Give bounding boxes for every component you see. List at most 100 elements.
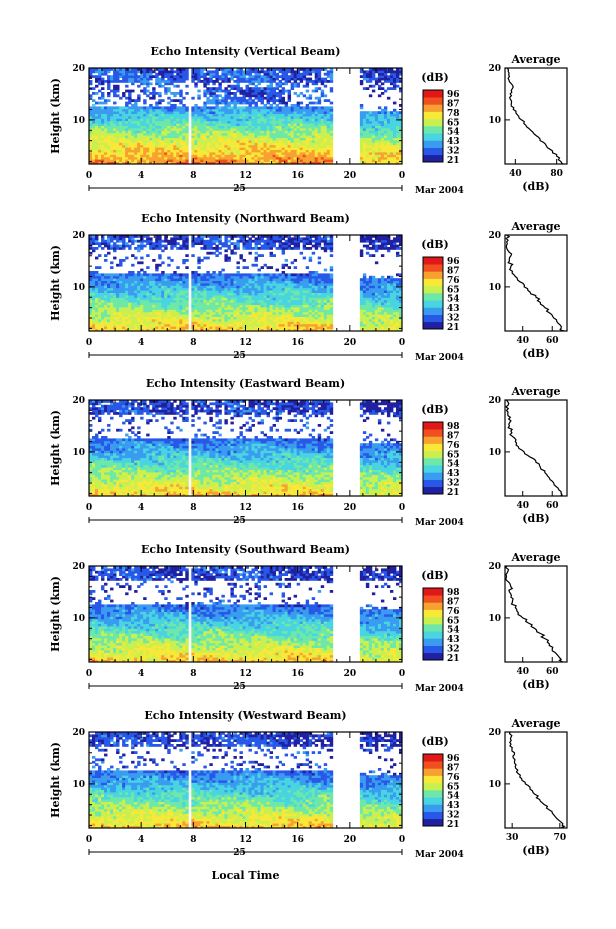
heatmap-cell bbox=[389, 161, 394, 165]
heatmap-cell bbox=[269, 116, 273, 119]
heatmap-cell bbox=[125, 147, 129, 150]
heatmap-cell bbox=[233, 316, 237, 320]
heatmap-cell bbox=[383, 77, 388, 81]
heatmap-cell bbox=[203, 287, 207, 291]
heatmap-cell bbox=[368, 116, 373, 119]
heatmap-cell bbox=[311, 125, 316, 129]
heatmap-cell bbox=[161, 111, 165, 114]
heatmap-cell bbox=[215, 314, 219, 317]
heatmap-cell bbox=[248, 152, 252, 155]
heatmap-cell bbox=[245, 159, 249, 162]
heatmap-cell bbox=[152, 316, 156, 320]
heatmap-cell bbox=[107, 149, 111, 153]
heatmap-cell bbox=[146, 297, 150, 301]
heatmap-cell bbox=[257, 278, 261, 281]
heatmap-cell bbox=[263, 96, 267, 100]
heatmap-cell bbox=[137, 147, 141, 150]
heatmap-cell bbox=[236, 101, 240, 105]
heatmap-cell bbox=[89, 147, 93, 150]
heatmap-cell bbox=[239, 239, 243, 243]
heatmap-cell bbox=[137, 128, 141, 131]
heatmap-cell bbox=[299, 156, 304, 160]
heatmap-cell bbox=[236, 89, 240, 93]
heatmap-cell bbox=[287, 132, 292, 136]
heatmap-cell bbox=[134, 323, 138, 327]
heatmap-cell bbox=[137, 161, 141, 165]
heatmap-cell bbox=[119, 116, 123, 119]
heatmap-cell bbox=[296, 94, 301, 98]
heatmap-cell bbox=[176, 156, 180, 160]
heatmap-cell bbox=[110, 290, 114, 293]
heatmap-cell bbox=[113, 94, 117, 98]
heatmap-cell bbox=[143, 316, 147, 320]
heatmap-cell bbox=[167, 140, 171, 143]
heatmap-cell bbox=[137, 108, 141, 112]
heatmap-cell bbox=[254, 316, 258, 320]
heatmap-cell bbox=[203, 326, 207, 329]
heatmap-cell bbox=[155, 309, 159, 313]
heatmap-cell bbox=[164, 80, 168, 83]
heatmap-cell bbox=[212, 144, 216, 148]
heatmap-cell bbox=[383, 152, 388, 155]
heatmap-cell bbox=[134, 235, 138, 238]
heatmap-cell bbox=[149, 299, 153, 303]
heatmap-cell bbox=[185, 323, 189, 327]
heatmap-cell bbox=[269, 89, 273, 93]
heatmap-cell bbox=[200, 75, 204, 78]
heatmap-cell bbox=[131, 319, 135, 322]
heatmap-cell bbox=[131, 161, 135, 165]
heatmap-cell bbox=[116, 321, 120, 325]
heatmap-cell bbox=[362, 125, 367, 129]
heatmap-cell bbox=[245, 266, 249, 269]
heatmap-cell bbox=[203, 156, 207, 160]
heatmap-cell bbox=[197, 132, 201, 136]
heatmap-cell bbox=[269, 96, 273, 100]
heatmap-cell bbox=[260, 299, 264, 303]
heatmap-cell bbox=[155, 314, 159, 317]
heatmap-cell bbox=[92, 111, 96, 114]
heatmap-cell bbox=[110, 261, 114, 265]
heatmap-cell bbox=[320, 77, 325, 81]
heatmap-cell bbox=[212, 118, 216, 122]
heatmap-cell bbox=[317, 144, 322, 148]
heatmap-cell bbox=[89, 278, 93, 281]
heatmap-cell bbox=[155, 147, 159, 150]
heatmap-cell bbox=[290, 159, 295, 162]
heatmap-cell bbox=[245, 242, 249, 245]
heatmap-cell bbox=[191, 120, 195, 124]
heatmap-cell bbox=[146, 89, 150, 93]
heatmap-cell bbox=[110, 299, 114, 303]
heatmap-cell bbox=[92, 70, 96, 74]
heatmap-cell bbox=[131, 290, 135, 293]
heatmap-cell bbox=[149, 326, 153, 329]
heatmap-cell bbox=[215, 154, 219, 158]
heatmap-cell bbox=[263, 111, 267, 114]
heatmap-cell bbox=[311, 149, 316, 153]
heatmap-cell bbox=[116, 283, 120, 286]
heatmap-cell bbox=[89, 137, 93, 141]
heatmap-cell bbox=[206, 287, 210, 291]
heatmap-cell bbox=[326, 120, 331, 124]
heatmap-cell bbox=[311, 113, 316, 117]
heatmap-cell bbox=[362, 87, 367, 90]
heatmap-cell bbox=[212, 96, 216, 100]
heatmap-cell bbox=[158, 120, 162, 124]
heatmap-cell bbox=[206, 144, 210, 148]
heatmap-cell bbox=[179, 283, 183, 286]
heatmap-cell bbox=[155, 104, 159, 107]
heatmap-cell bbox=[164, 120, 168, 124]
heatmap-cell bbox=[233, 311, 237, 315]
heatmap-cell bbox=[152, 242, 156, 245]
heatmap-cell bbox=[95, 123, 99, 126]
heatmap-cell bbox=[167, 156, 171, 160]
heatmap-cell bbox=[227, 292, 231, 296]
heatmap-cell bbox=[227, 106, 231, 110]
heatmap-cell bbox=[266, 87, 270, 90]
heatmap-cell bbox=[389, 87, 394, 90]
heatmap-cell bbox=[179, 316, 183, 320]
heatmap-cell bbox=[362, 70, 367, 74]
heatmap-cell bbox=[230, 142, 234, 146]
heatmap-cell bbox=[299, 147, 304, 150]
heatmap-cell bbox=[158, 101, 162, 105]
heatmap-cell bbox=[212, 304, 216, 308]
